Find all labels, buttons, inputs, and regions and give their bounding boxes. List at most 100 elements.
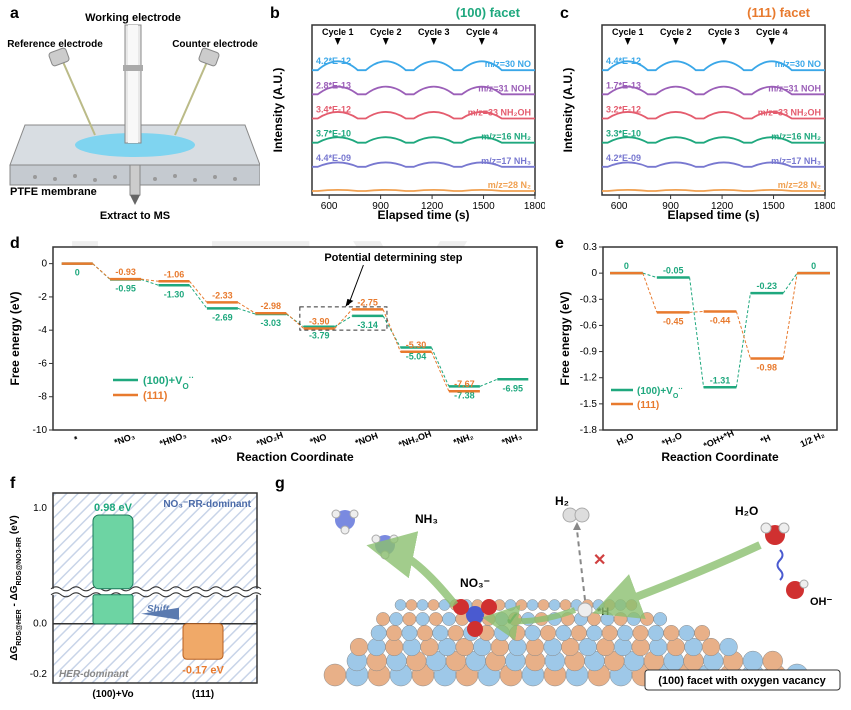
panel-a-label: a xyxy=(10,5,19,23)
svg-text:m/z=17 NH₃: m/z=17 NH₃ xyxy=(771,156,821,166)
svg-text:4.2*E-09: 4.2*E-09 xyxy=(606,153,641,163)
svg-text:1500: 1500 xyxy=(762,201,785,212)
svg-text:*H₂O: *H₂O xyxy=(660,430,683,448)
svg-text:Free energy (eV): Free energy (eV) xyxy=(8,291,22,385)
svg-text:*NO₂H: *NO₂H xyxy=(255,430,284,449)
svg-text:600: 600 xyxy=(321,201,338,212)
svg-text:2.8*E-13: 2.8*E-13 xyxy=(316,80,351,90)
svg-text:m/z=16 NH₂: m/z=16 NH₂ xyxy=(481,132,531,142)
svg-text:-3.79: -3.79 xyxy=(309,331,330,341)
svg-text:900: 900 xyxy=(372,201,389,212)
svg-text:*H: *H xyxy=(759,433,772,446)
svg-text:Free energy (eV): Free energy (eV) xyxy=(558,291,572,385)
svg-text:0: 0 xyxy=(41,259,47,270)
panel-g-schematic: (100) facet with oxygen vacancyNO₃⁻NH₃✓*… xyxy=(275,475,845,705)
panel-c-title: (111) facet xyxy=(747,5,810,20)
svg-text:3.4*E-12: 3.4*E-12 xyxy=(316,105,351,115)
svg-text:-3.03: -3.03 xyxy=(261,318,282,328)
panel-g: g (100) facet with oxygen vacancyNO₃⁻NH₃… xyxy=(275,475,845,705)
svg-text:(100) facet with oxygen vacanc: (100) facet with oxygen vacancy xyxy=(658,675,826,687)
svg-text:4.4*E-12: 4.4*E-12 xyxy=(606,56,641,66)
ptfe-label: PTFE membrane xyxy=(10,186,97,198)
svg-text:-8: -8 xyxy=(38,392,47,403)
svg-text:-2.69: -2.69 xyxy=(212,312,233,322)
extract-label: Extract to MS xyxy=(100,210,170,222)
svg-text:4.4*E-09: 4.4*E-09 xyxy=(316,153,351,163)
svg-text:*NO₃: *NO₃ xyxy=(113,431,136,448)
svg-text:-3.14: -3.14 xyxy=(357,320,378,330)
panel-e-chart: Free energy (eV)Reaction Coordinate0.30-… xyxy=(555,235,845,465)
svg-text:-2.98: -2.98 xyxy=(261,301,282,311)
svg-text:900: 900 xyxy=(662,201,679,212)
svg-text:Cycle 3: Cycle 3 xyxy=(418,27,450,37)
svg-text:1.7*E-13: 1.7*E-13 xyxy=(606,80,641,90)
svg-text:-7.67: -7.67 xyxy=(454,379,475,389)
panel-e: e Free energy (eV)Reaction Coordinate0.3… xyxy=(555,235,845,465)
svg-text:-0.9: -0.9 xyxy=(580,347,598,358)
svg-text:✕: ✕ xyxy=(593,552,606,569)
svg-text:0: 0 xyxy=(811,261,816,271)
svg-text:Cycle 1: Cycle 1 xyxy=(612,27,644,37)
svg-text:m/z=30 NO: m/z=30 NO xyxy=(775,59,821,69)
svg-text:-0.44: -0.44 xyxy=(710,315,731,325)
svg-text:Cycle 2: Cycle 2 xyxy=(370,27,402,37)
svg-text:-0.05: -0.05 xyxy=(663,266,684,276)
svg-text:Reaction Coordinate: Reaction Coordinate xyxy=(236,450,354,464)
svg-text:*NOH: *NOH xyxy=(354,430,380,447)
svg-text:Cycle 4: Cycle 4 xyxy=(466,27,498,37)
svg-text:NO₃⁻: NO₃⁻ xyxy=(460,576,490,590)
svg-text:NO₃⁻RR-dominant: NO₃⁻RR-dominant xyxy=(163,499,251,510)
svg-text:m/z=30 NO: m/z=30 NO xyxy=(485,59,531,69)
svg-text:(111): (111) xyxy=(143,390,168,402)
svg-text:-0.95: -0.95 xyxy=(115,283,136,293)
svg-text:-2: -2 xyxy=(38,292,47,303)
svg-text:0: 0 xyxy=(624,261,629,271)
panel-g-label: g xyxy=(275,475,285,493)
svg-text:Cycle 4: Cycle 4 xyxy=(756,27,788,37)
svg-text:Cycle 2: Cycle 2 xyxy=(660,27,692,37)
svg-text:-0.6: -0.6 xyxy=(580,320,598,331)
svg-text:*OH+*H: *OH+*H xyxy=(702,428,735,451)
svg-text:*H: *H xyxy=(597,606,609,618)
svg-text:Intensity (A.U.): Intensity (A.U.) xyxy=(561,68,575,153)
panel-c-chart: Intensity (A.U.)Elapsed time (s)60090012… xyxy=(560,5,835,225)
svg-text:-1.30: -1.30 xyxy=(164,289,185,299)
svg-text:m/z=33 NH₂OH: m/z=33 NH₂OH xyxy=(758,108,821,118)
svg-text:OH⁻: OH⁻ xyxy=(810,596,833,608)
svg-text:-6.95: -6.95 xyxy=(503,383,524,393)
svg-text:(111): (111) xyxy=(192,689,214,700)
svg-text:m/z=17 NH₃: m/z=17 NH₃ xyxy=(481,156,531,166)
svg-text:H₂: H₂ xyxy=(555,494,569,508)
svg-text:(100)+Vo: (100)+Vo xyxy=(92,689,133,700)
reference-electrode-label: Reference electrode xyxy=(7,39,103,50)
svg-text:-1.8: -1.8 xyxy=(580,425,598,436)
svg-text:1.0: 1.0 xyxy=(33,503,47,514)
svg-text:HER-dominant: HER-dominant xyxy=(59,669,129,680)
svg-text:1200: 1200 xyxy=(421,201,444,212)
svg-text:600: 600 xyxy=(611,201,628,212)
svg-text:m/z=16 NH₂: m/z=16 NH₂ xyxy=(771,132,821,142)
svg-text:-1.06: -1.06 xyxy=(164,269,185,279)
svg-text:-0.2: -0.2 xyxy=(30,669,48,680)
svg-text:3.7*E-10: 3.7*E-10 xyxy=(316,129,351,139)
panel-d-chart: Free energy (eV) Reaction Coordinate 0 -2 -4… xyxy=(5,235,545,465)
panel-d-label: d xyxy=(10,235,20,253)
svg-text:-0.93: -0.93 xyxy=(115,267,136,277)
panel-b-label: b xyxy=(270,5,280,23)
svg-text:-4: -4 xyxy=(38,325,47,336)
panel-b: b (100) facet Intensity (A.U.)Elapsed ti… xyxy=(270,5,545,225)
svg-text:Cycle 1: Cycle 1 xyxy=(322,27,354,37)
panel-e-label: e xyxy=(555,235,564,253)
svg-text:-1.2: -1.2 xyxy=(580,373,598,384)
svg-text:Shift: Shift xyxy=(147,604,170,615)
svg-text:-1.5: -1.5 xyxy=(580,399,598,410)
working-electrode-label: Working electrode xyxy=(85,12,181,24)
svg-text:*NH₂OH: *NH₂OH xyxy=(397,429,432,450)
svg-text:ΔGRDS@HER - ΔGRDS@NO3-RR (eV): ΔGRDS@HER - ΔGRDS@NO3-RR (eV) xyxy=(9,515,23,660)
svg-text:m/z=31 NOH: m/z=31 NOH xyxy=(478,83,531,93)
panel-b-chart: Intensity (A.U.)Elapsed time (s)60090012… xyxy=(270,5,545,225)
svg-text:0: 0 xyxy=(591,268,597,279)
svg-text:*: * xyxy=(73,434,80,445)
svg-text:0.98 eV: 0.98 eV xyxy=(94,502,133,514)
svg-text:m/z=31 NOH: m/z=31 NOH xyxy=(768,83,821,93)
